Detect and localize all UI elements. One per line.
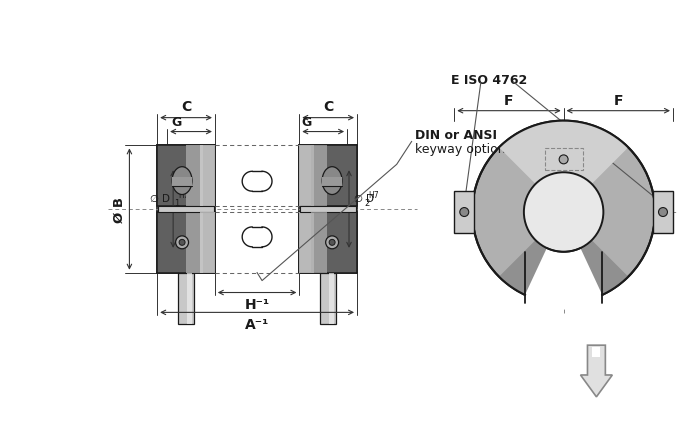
Bar (329, 273, 335, 325)
Ellipse shape (179, 240, 185, 246)
Text: A⁻¹: A⁻¹ (245, 318, 270, 332)
Bar (200, 146, 215, 207)
Bar (158, 213, 215, 273)
Text: E ISO 4762: E ISO 4762 (452, 74, 528, 87)
Bar (187, 273, 192, 325)
Ellipse shape (322, 168, 342, 195)
Wedge shape (499, 122, 629, 213)
Text: Ø B: Ø B (113, 197, 125, 223)
Text: keyway optional: keyway optional (414, 143, 517, 155)
Text: 1: 1 (174, 199, 179, 207)
Circle shape (659, 208, 668, 217)
Bar (158, 146, 215, 207)
Bar (311, 146, 327, 207)
Ellipse shape (172, 168, 192, 195)
Text: G: G (171, 115, 181, 128)
Circle shape (473, 122, 655, 304)
Ellipse shape (329, 240, 335, 246)
Text: H⁻¹: H⁻¹ (244, 298, 270, 312)
Bar (300, 146, 357, 207)
Ellipse shape (326, 237, 339, 249)
FancyArrow shape (592, 347, 601, 357)
Text: DIN or ANSI: DIN or ANSI (414, 129, 496, 141)
Bar (300, 213, 357, 273)
Text: $\varnothing$ D: $\varnothing$ D (149, 192, 171, 204)
Text: C: C (323, 99, 333, 113)
Circle shape (460, 208, 469, 217)
Wedge shape (499, 213, 629, 304)
Circle shape (524, 173, 603, 252)
Wedge shape (523, 213, 604, 309)
Bar (158, 207, 214, 213)
Text: F: F (504, 93, 514, 108)
Bar (172, 177, 192, 186)
Text: F: F (613, 93, 623, 108)
Text: G: G (301, 115, 312, 128)
Bar (300, 213, 314, 273)
Bar (300, 207, 356, 213)
Bar (454, 192, 474, 233)
Text: $\varnothing$ D: $\varnothing$ D (353, 192, 375, 204)
Circle shape (559, 155, 568, 164)
Bar (200, 213, 215, 273)
Bar (300, 146, 314, 207)
Bar (653, 192, 673, 233)
Text: 2: 2 (364, 199, 369, 207)
Bar (320, 273, 336, 325)
Bar (311, 213, 327, 273)
Bar (178, 273, 194, 325)
Text: C: C (181, 99, 191, 113)
Bar (186, 146, 203, 207)
Text: H7: H7 (178, 191, 189, 200)
Bar (545, 149, 582, 171)
Bar (186, 213, 203, 273)
FancyArrow shape (580, 345, 612, 397)
Ellipse shape (176, 237, 188, 249)
Text: H7: H7 (368, 191, 379, 200)
Bar (322, 177, 342, 186)
